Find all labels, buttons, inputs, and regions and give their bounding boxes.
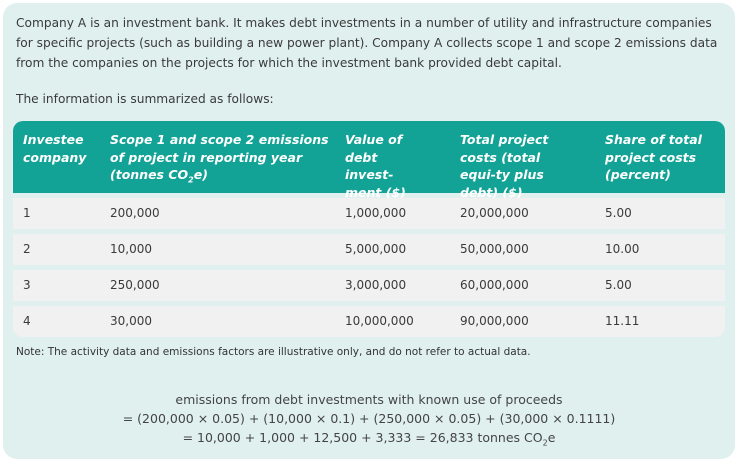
- header-sub: 2: [188, 175, 194, 185]
- cell: 1: [23, 206, 31, 220]
- cell: 90,000,000: [460, 314, 529, 328]
- cell: 20,000,000: [460, 206, 529, 220]
- cell: 50,000,000: [460, 242, 529, 256]
- header-share: Share of total project costs (percent): [605, 132, 702, 182]
- formula-sub: 2: [542, 438, 548, 448]
- note: Note: The activity data and emissions fa…: [16, 346, 531, 358]
- cell: 10.00: [605, 242, 640, 256]
- header-debt-value: Value of debt invest-ment ($): [345, 132, 406, 200]
- table-row: 3 250,000 3,000,000 60,000,000 5.00: [13, 270, 725, 301]
- formula-suffix: e: [547, 430, 556, 445]
- cell: 11.11: [605, 314, 640, 328]
- cell: 2: [23, 242, 31, 256]
- cell: 10,000,000: [345, 314, 414, 328]
- example-panel: Company A is an investment bank. It make…: [3, 3, 735, 459]
- formula-line-3-text: = 10,000 + 1,000 + 12,500 + 3,333 = 26,8…: [182, 430, 543, 445]
- summary-intro: The information is summarized as follows…: [16, 92, 274, 106]
- cell: 200,000: [110, 206, 160, 220]
- table-header: Investee company Scope 1 and scope 2 emi…: [13, 121, 725, 200]
- header-suffix: e): [193, 167, 208, 182]
- cell: 4: [23, 314, 31, 328]
- cell: 5.00: [605, 278, 632, 292]
- cell: 1,000,000: [345, 206, 407, 220]
- header-investee: Investee company: [23, 132, 87, 165]
- header-emissions-text: Scope 1 and scope 2 emissions of project…: [110, 132, 329, 182]
- table-row: 1 200,000 1,000,000 20,000,000 5.00: [13, 198, 725, 229]
- formula: emissions from debt investments with kno…: [3, 390, 735, 453]
- cell: 10,000: [110, 242, 152, 256]
- cell: 30,000: [110, 314, 152, 328]
- formula-line-2: = (200,000 × 0.05) + (10,000 × 0.1) + (2…: [122, 411, 616, 426]
- cell: 5.00: [605, 206, 632, 220]
- cell: 60,000,000: [460, 278, 529, 292]
- table-row: 4 30,000 10,000,000 90,000,000 11.11: [13, 306, 725, 337]
- header-total-costs: Total project costs (total equi-ty plus …: [460, 132, 549, 200]
- header-emissions: Scope 1 and scope 2 emissions of project…: [110, 131, 335, 189]
- formula-line-1: emissions from debt investments with kno…: [175, 392, 563, 407]
- table-row: 2 10,000 5,000,000 50,000,000 10.00: [13, 234, 725, 265]
- cell: 3,000,000: [345, 278, 407, 292]
- cell: 5,000,000: [345, 242, 407, 256]
- investee-table: Investee company Scope 1 and scope 2 emi…: [13, 121, 725, 337]
- intro-paragraph: Company A is an investment bank. It make…: [16, 16, 718, 70]
- formula-line-3: = 10,000 + 1,000 + 12,500 + 3,333 = 26,8…: [3, 428, 735, 453]
- cell: 250,000: [110, 278, 160, 292]
- cell: 3: [23, 278, 31, 292]
